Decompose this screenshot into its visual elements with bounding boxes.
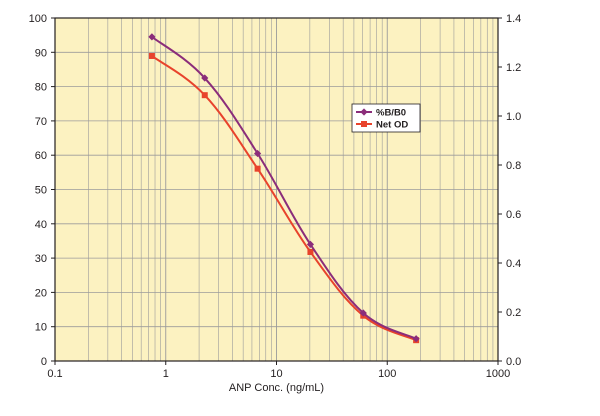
y-right-tick-label: 1.0 <box>506 111 521 123</box>
y-left-tick-label: 40 <box>35 219 47 231</box>
y-right-tick-label: 1.4 <box>506 13 521 25</box>
y-left-tick-label: 90 <box>35 47 47 59</box>
legend-marker-b-b0 <box>360 108 368 116</box>
data-point-net-od <box>254 165 261 172</box>
y-right-tick-label: 0.8 <box>506 160 521 172</box>
data-point-b-b0 <box>201 74 209 82</box>
data-point-net-od <box>307 248 314 255</box>
legend-label-b-b0: %B/B0 <box>376 108 406 119</box>
y-left-tick-label: 80 <box>35 82 47 94</box>
y-right-tick-label: 1.2 <box>506 62 521 74</box>
y-right-tick-label: 0.2 <box>506 307 521 319</box>
grid-lines <box>55 18 498 361</box>
data-point-net-od <box>148 52 155 59</box>
y-left-tick-label: 30 <box>35 253 47 265</box>
series-layer <box>148 33 420 344</box>
data-point-b-b0 <box>253 149 262 158</box>
y-left-tick-label: 60 <box>35 150 47 162</box>
x-tick-label: 0.1 <box>47 368 62 380</box>
x-tick-label: 1000 <box>486 368 510 380</box>
y-left-tick-label: 0 <box>41 356 47 368</box>
y-right-tick-label: 0.0 <box>506 356 521 368</box>
y-left-tick-label: 10 <box>35 322 47 334</box>
y-right-tick-label: 0.4 <box>506 258 521 270</box>
y-left-tick-label: 50 <box>35 185 47 197</box>
data-point-b-b0 <box>359 309 367 317</box>
x-tick-label: 1 <box>163 368 169 380</box>
data-point-b-b0 <box>306 240 315 248</box>
x-tick-label: 100 <box>378 368 396 380</box>
data-point-net-od <box>201 92 208 99</box>
x-tick-label: 10 <box>270 368 282 380</box>
legend-marker-net-od <box>361 121 367 127</box>
y-left-tick-label: 20 <box>35 287 47 299</box>
y-left-tick-label: 70 <box>35 116 47 128</box>
x-axis-label: ANP Conc. (ng/mL) <box>229 382 324 394</box>
legend-box <box>351 103 421 133</box>
y-right-tick-label: 0.6 <box>506 209 521 221</box>
data-point-b-b0 <box>148 33 156 41</box>
data-point-b-b0 <box>412 335 420 343</box>
y-left-tick-label: 100 <box>29 13 47 25</box>
tick-labels: 0.1 1 10 100 1000 0 10 20 30 40 50 60 70 80 90 100 0.0 0.… <box>29 13 522 380</box>
legend-label-net-od: Net OD <box>376 120 408 131</box>
